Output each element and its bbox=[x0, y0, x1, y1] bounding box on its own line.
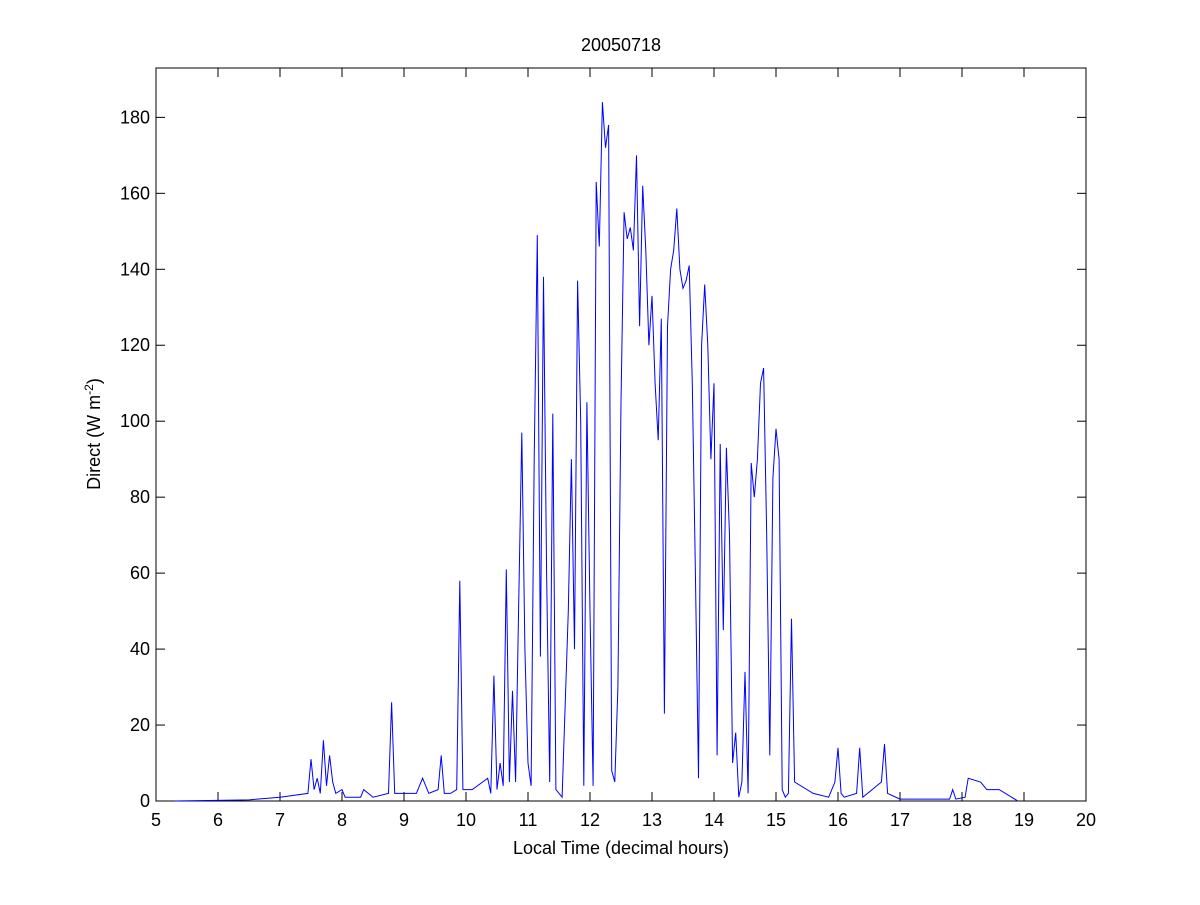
y-tick-label: 120 bbox=[120, 335, 150, 355]
y-tick-label: 80 bbox=[130, 487, 150, 507]
x-tick-label: 10 bbox=[456, 810, 476, 830]
x-tick-label: 16 bbox=[828, 810, 848, 830]
x-tick-label: 6 bbox=[213, 810, 223, 830]
data-line bbox=[174, 102, 1019, 802]
x-tick-label: 19 bbox=[1014, 810, 1034, 830]
y-tick-label: 40 bbox=[130, 639, 150, 659]
y-tick-label: 160 bbox=[120, 183, 150, 203]
x-tick-label: 12 bbox=[580, 810, 600, 830]
y-tick-label: 100 bbox=[120, 411, 150, 431]
x-tick-label: 11 bbox=[519, 810, 538, 830]
y-tick-label: 20 bbox=[130, 715, 150, 735]
x-tick-label: 18 bbox=[952, 810, 972, 830]
x-tick-label: 13 bbox=[642, 810, 662, 830]
y-tick-label: 140 bbox=[120, 259, 150, 279]
chart-title: 20050718 bbox=[581, 35, 661, 55]
x-tick-label: 5 bbox=[151, 810, 161, 830]
y-tick-label: 180 bbox=[120, 107, 150, 127]
x-tick-label: 15 bbox=[766, 810, 786, 830]
y-axis-label: Direct (W m-2) bbox=[82, 378, 104, 490]
x-tick-label: 7 bbox=[275, 810, 285, 830]
x-tick-label: 14 bbox=[704, 810, 724, 830]
y-axis-label-text: Direct (W m bbox=[84, 395, 104, 490]
y-tick-label: 60 bbox=[130, 563, 150, 583]
x-tick-label: 20 bbox=[1076, 810, 1096, 830]
x-tick-label: 9 bbox=[399, 810, 409, 830]
y-axis-label-exponent: -2 bbox=[82, 384, 96, 395]
y-tick-label: 0 bbox=[140, 791, 150, 811]
plot-box bbox=[155, 67, 1087, 802]
y-axis-label-end: ) bbox=[84, 378, 104, 384]
x-tick-label: 8 bbox=[337, 810, 347, 830]
x-axis-label: Local Time (decimal hours) bbox=[513, 838, 729, 858]
x-tick-label: 17 bbox=[890, 810, 910, 830]
